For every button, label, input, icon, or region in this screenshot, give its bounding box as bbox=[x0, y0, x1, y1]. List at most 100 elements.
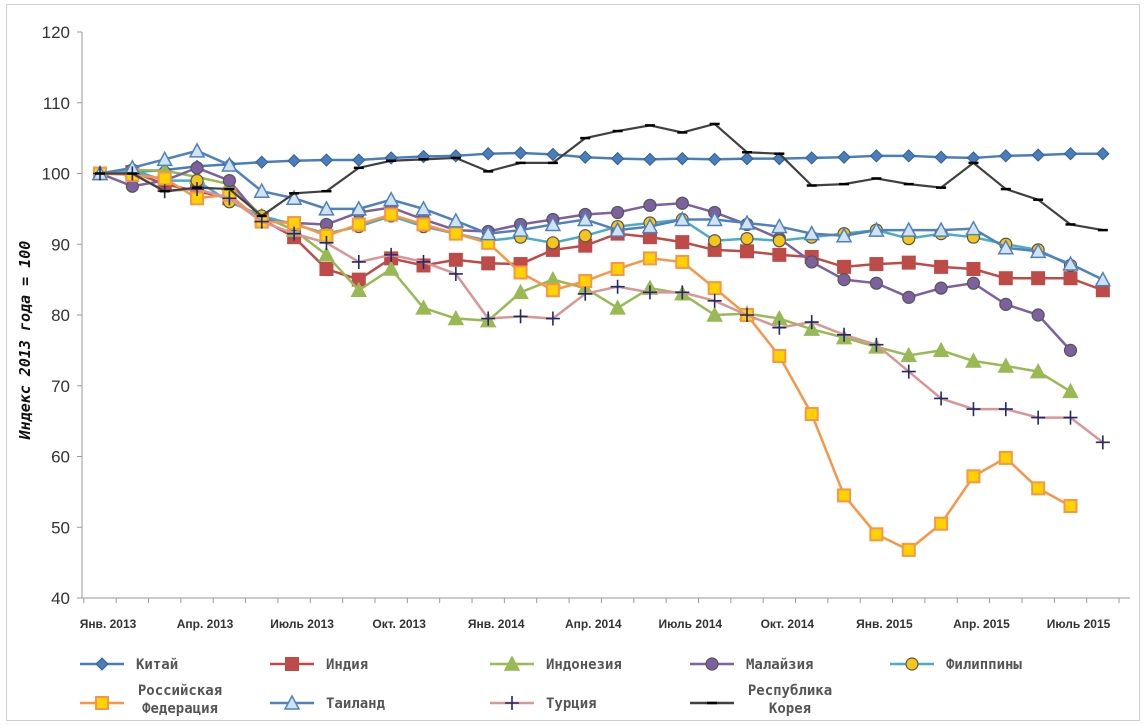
data-point bbox=[319, 262, 334, 277]
data-point bbox=[448, 266, 463, 281]
data-point bbox=[771, 217, 788, 234]
data-point bbox=[513, 146, 528, 160]
data-point bbox=[512, 221, 529, 237]
series-7 bbox=[93, 166, 1110, 450]
data-point bbox=[675, 254, 690, 269]
data-point bbox=[1063, 146, 1078, 161]
y-tick-label: 110 bbox=[43, 94, 70, 113]
data-point bbox=[902, 290, 916, 304]
data-point bbox=[932, 341, 950, 358]
data-point bbox=[1031, 148, 1045, 162]
data-point bbox=[934, 150, 948, 164]
data-point bbox=[287, 226, 302, 241]
data-point bbox=[643, 152, 657, 167]
data-point bbox=[578, 286, 593, 301]
x-tick-label: Янв. 2013 bbox=[80, 617, 137, 631]
data-point bbox=[1062, 382, 1079, 399]
data-point bbox=[319, 235, 334, 250]
x-tick-label: Окт. 2013 bbox=[372, 617, 426, 631]
data-point bbox=[610, 279, 625, 294]
data-point bbox=[869, 276, 884, 290]
data-point bbox=[707, 281, 722, 296]
data-point bbox=[966, 402, 981, 417]
data-point bbox=[835, 227, 853, 243]
data-point bbox=[95, 696, 109, 710]
data-point bbox=[416, 149, 431, 164]
data-point bbox=[772, 234, 786, 248]
data-point bbox=[125, 179, 139, 193]
data-point bbox=[222, 191, 237, 206]
legend-label: Индия bbox=[326, 657, 368, 673]
data-point bbox=[1063, 499, 1078, 514]
data-point bbox=[156, 150, 173, 167]
data-point bbox=[546, 236, 560, 250]
data-point bbox=[803, 225, 820, 241]
x-tick-label: Янв. 2015 bbox=[856, 617, 913, 631]
x-tick-label: Апр. 2014 bbox=[565, 617, 622, 631]
data-point bbox=[740, 231, 754, 246]
data-point bbox=[285, 189, 303, 206]
data-point bbox=[1031, 308, 1045, 322]
series-8 bbox=[95, 122, 1108, 232]
legend-label: Турция bbox=[546, 696, 597, 712]
data-point bbox=[900, 346, 918, 363]
data-point bbox=[837, 150, 851, 164]
data-point bbox=[157, 171, 172, 186]
data-point bbox=[900, 221, 918, 237]
data-point bbox=[997, 357, 1015, 373]
data-point bbox=[318, 200, 335, 216]
data-point bbox=[643, 198, 657, 212]
series-3 bbox=[93, 161, 1078, 357]
legend-label: Индонезия bbox=[546, 657, 622, 673]
data-point bbox=[351, 254, 366, 269]
data-point bbox=[610, 262, 625, 277]
x-tick-label: Апр. 2015 bbox=[953, 617, 1010, 631]
y-tick-label: 70 bbox=[51, 377, 70, 396]
legend-label: Корея bbox=[769, 701, 811, 717]
x-tick-label: Янв. 2014 bbox=[468, 617, 525, 631]
y-tick-label: 40 bbox=[51, 589, 70, 608]
data-point bbox=[1031, 410, 1046, 425]
x-tick-label: Июль 2013 bbox=[270, 617, 334, 631]
data-point bbox=[1063, 410, 1078, 425]
data-point bbox=[1063, 343, 1078, 357]
data-point bbox=[481, 311, 496, 326]
data-point bbox=[1029, 242, 1047, 259]
data-point bbox=[503, 655, 521, 671]
x-tick-label: Июль 2014 bbox=[658, 617, 722, 631]
data-point bbox=[253, 182, 271, 198]
data-point bbox=[287, 154, 301, 168]
data-point bbox=[641, 217, 659, 234]
data-point bbox=[966, 276, 981, 290]
data-point bbox=[706, 210, 723, 227]
legend-label: Федерация bbox=[142, 701, 218, 717]
data-point bbox=[505, 696, 519, 710]
data-point bbox=[901, 542, 916, 557]
data-point bbox=[708, 234, 722, 248]
data-point bbox=[578, 150, 592, 164]
data-point bbox=[513, 265, 528, 280]
data-point bbox=[513, 309, 528, 324]
data-point bbox=[283, 694, 301, 710]
data-point bbox=[479, 225, 497, 241]
data-point bbox=[934, 281, 948, 295]
legend-item: Турция bbox=[490, 696, 597, 712]
data-point bbox=[415, 299, 432, 315]
data-point bbox=[740, 244, 754, 259]
data-point bbox=[1096, 146, 1110, 161]
data-point bbox=[578, 229, 592, 243]
data-point bbox=[382, 260, 400, 276]
data-point bbox=[447, 309, 465, 326]
data-point bbox=[869, 149, 884, 163]
data-point bbox=[901, 255, 916, 270]
data-point bbox=[1095, 435, 1110, 450]
data-point bbox=[998, 402, 1013, 417]
data-point bbox=[675, 235, 690, 250]
data-point bbox=[1094, 271, 1112, 287]
data-point bbox=[610, 151, 625, 166]
data-point bbox=[545, 311, 560, 326]
data-point bbox=[318, 246, 335, 262]
data-point bbox=[1031, 481, 1046, 496]
data-point bbox=[869, 337, 884, 352]
